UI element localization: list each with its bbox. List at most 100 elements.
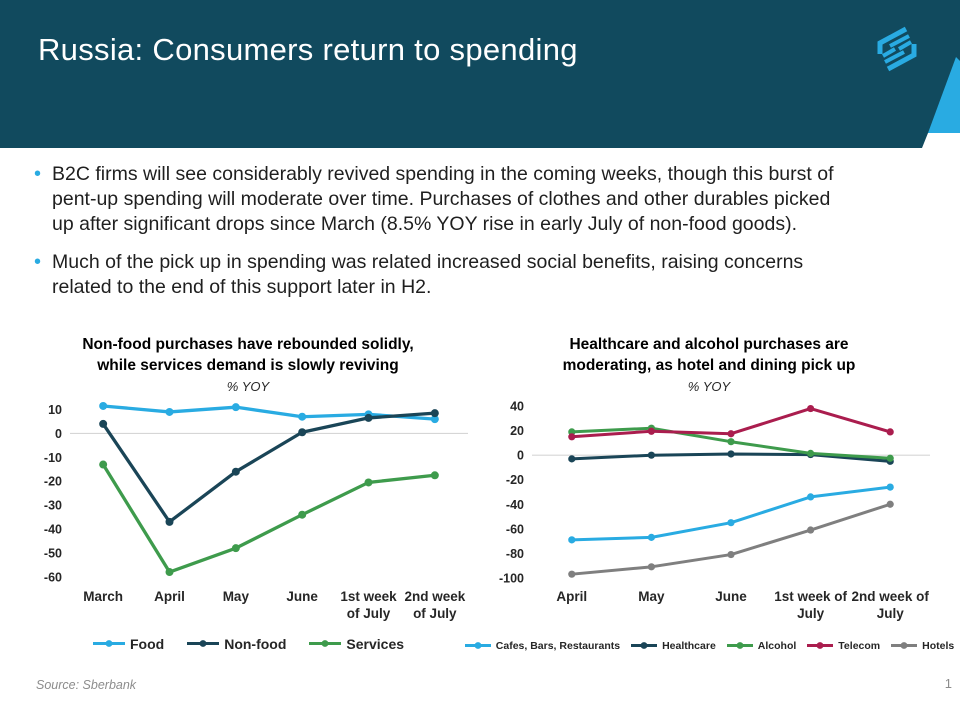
series-point <box>165 407 174 416</box>
bullet-item: • Much of the pick up in spending was re… <box>34 250 939 300</box>
right-chart-subtitle: % YOY <box>687 378 731 394</box>
series-point <box>647 451 655 459</box>
source-note: Source: Sberbank <box>36 678 137 692</box>
y-axis-tick-label: 10 <box>48 403 62 417</box>
x-axis-label: 1st week of July <box>774 589 847 621</box>
slide-title: Russia: Consumers return to spending <box>38 32 578 67</box>
series-point <box>568 570 576 578</box>
y-axis-tick-label: -40 <box>506 498 524 512</box>
series-point <box>886 454 894 462</box>
right-chart: Healthcare and alcohol purchases are mod… <box>464 334 954 652</box>
page-number: 1 <box>944 676 952 691</box>
y-axis-tick-label: -10 <box>44 451 62 465</box>
series-point <box>298 412 307 421</box>
series-point <box>430 408 439 417</box>
series-point <box>165 517 174 526</box>
bullet-text: B2C firms will see considerably revived … <box>52 163 834 235</box>
bullet-marker-icon: • <box>34 250 42 273</box>
x-axis-label: May <box>638 589 665 604</box>
x-axis-label: 2nd week of July <box>852 589 930 621</box>
y-axis-tick-label: -60 <box>506 522 524 536</box>
y-axis-tick-label: 20 <box>510 424 524 438</box>
series-point <box>231 467 240 476</box>
series-point <box>298 510 307 519</box>
x-axis-label: April <box>556 589 587 604</box>
series-point <box>647 562 655 571</box>
y-axis-tick-label: -20 <box>506 473 524 487</box>
series-point <box>364 413 373 422</box>
series-point <box>430 414 439 423</box>
series-line <box>101 411 437 524</box>
legend-marker-icon <box>631 642 658 650</box>
bullet-text: Much of the pick up in spending was rela… <box>52 250 804 298</box>
legend-marker-icon <box>891 642 918 650</box>
legend-label: Services <box>346 635 405 652</box>
legend-marker-icon <box>187 640 220 648</box>
series-point <box>99 401 108 410</box>
series-point <box>430 471 439 480</box>
series-point <box>807 526 815 534</box>
legend-item: Healthcare <box>630 640 716 652</box>
series-line <box>101 462 437 574</box>
x-axis-label: June <box>286 589 318 604</box>
x-axis-label: April <box>154 589 185 604</box>
x-axis-label: June <box>715 589 747 604</box>
x-axis-label: March <box>83 589 123 604</box>
y-axis-tick-label: -20 <box>44 474 62 488</box>
x-axis-label: May <box>223 589 250 604</box>
series-point <box>807 404 815 412</box>
legend-marker-icon <box>309 640 342 648</box>
legend-label: Hotels <box>922 639 955 652</box>
series-point <box>364 478 373 487</box>
series-point <box>647 427 655 435</box>
y-axis-tick-label: -60 <box>44 570 62 584</box>
y-axis-tick-label: 0 <box>517 448 524 462</box>
legend-item: Hotels <box>890 640 954 652</box>
legend-label: Cafes, Bars, Restaurants <box>495 639 621 652</box>
series-point <box>568 455 576 463</box>
series-point <box>298 428 307 437</box>
series-point <box>231 402 240 411</box>
series-point <box>231 543 240 552</box>
legend-label: Food <box>129 635 165 652</box>
legend-label: Alcohol <box>757 639 797 652</box>
left-chart-plot: 10 0 -10 -20 -30 -40 -50 -60 March April May June 1s… <box>44 401 468 621</box>
legend-marker-icon <box>92 640 125 648</box>
legend-marker-icon <box>807 642 834 650</box>
legend-label: Telecom <box>838 639 881 652</box>
header-band: Russia: Consumers return to spending <box>0 0 960 148</box>
series-point <box>807 449 815 457</box>
legend-label: Healthcare <box>662 639 716 652</box>
left-chart-title: Non-food purchases have rebounded solidl… <box>82 336 414 375</box>
blue-wedge-shape <box>928 57 960 133</box>
right-chart-legend: Cafes, Bars, Restaurants Healthcare Alcoho… <box>464 640 954 652</box>
legend-marker-icon <box>726 642 753 650</box>
series-point <box>727 450 735 458</box>
legend-label: Non-food <box>224 635 287 652</box>
legend-item: Alcohol <box>726 639 797 652</box>
bullet-marker-icon: • <box>34 163 42 185</box>
charts-row: Non-food purchases have rebounded solidl… <box>22 334 954 652</box>
corner-diagonal-decoration <box>922 57 960 148</box>
y-axis-tick-label: 40 <box>510 399 524 413</box>
x-axis-label: 2nd week of July <box>404 589 465 621</box>
x-axis-label: 1st week of July <box>340 589 397 621</box>
right-chart-title: Healthcare and alcohol purchases are mod… <box>562 336 856 375</box>
legend-item: Telecom <box>806 640 880 652</box>
series-point <box>99 460 108 469</box>
legend-item: Food <box>92 636 164 652</box>
legend-marker-icon <box>464 642 491 650</box>
y-axis-tick-label: -40 <box>44 522 62 536</box>
series-point <box>886 500 894 508</box>
series-line <box>570 485 892 542</box>
series-point <box>165 567 174 576</box>
y-axis-tick-label: 0 <box>55 427 62 441</box>
right-chart-plot: 40 20 0 -20 -40 -60 -80 -100 April May June 1st wee… <box>499 399 930 621</box>
y-axis-tick-label: -50 <box>44 546 62 560</box>
series-point <box>727 437 735 446</box>
left-chart-legend: Food Non-food Services <box>92 636 404 652</box>
bullet-item: • B2C firms will see considerably revive… <box>34 162 939 237</box>
series-point <box>727 550 735 558</box>
legend-item: Cafes, Bars, Restaurants <box>464 640 620 652</box>
